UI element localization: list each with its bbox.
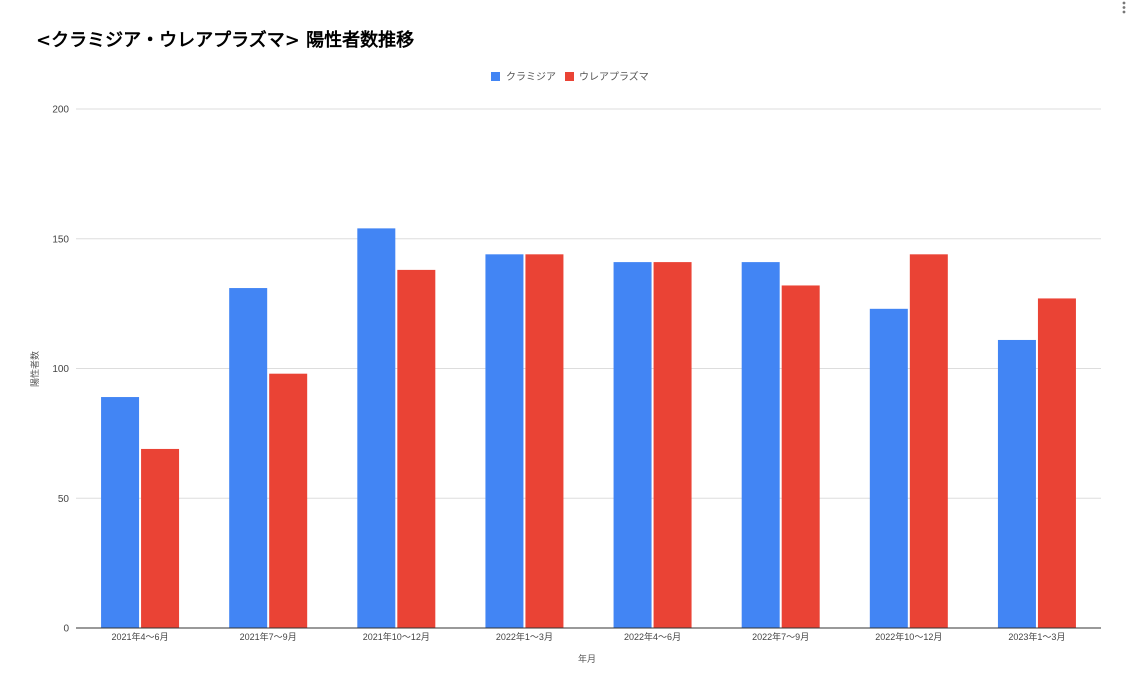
x-tick-label: 2021年4～6月 xyxy=(112,631,169,642)
bar-chlamydia[interactable] xyxy=(485,254,524,628)
bar-chlamydia[interactable] xyxy=(229,288,268,628)
more-vertical-icon-dot xyxy=(1122,6,1126,9)
x-tick-label: 2021年7～9月 xyxy=(240,631,297,642)
x-tick-label: 2022年4～6月 xyxy=(624,631,681,642)
bar-chlamydia[interactable] xyxy=(869,308,908,628)
y-axis-ticks: 0 50 100 150 200 xyxy=(52,105,69,635)
x-axis-title: 年月 xyxy=(578,653,596,665)
more-options-button[interactable] xyxy=(1122,1,1126,14)
bar-chlamydia[interactable] xyxy=(997,339,1036,628)
y-tick-label: 200 xyxy=(52,105,69,116)
bar-chlamydia[interactable] xyxy=(741,262,780,628)
x-tick-label: 2022年1～3月 xyxy=(496,631,553,642)
chart-title: <クラミジア・ウレアプラズマ> 陽性者数推移 xyxy=(36,29,414,51)
more-vertical-icon xyxy=(1122,1,1126,5)
legend-label-chlamydia: クラミジア xyxy=(506,71,556,83)
bar-ureaplasma[interactable] xyxy=(141,448,180,628)
legend-swatch-ureaplasma xyxy=(565,72,574,81)
y-tick-label: 50 xyxy=(58,494,70,505)
x-tick-label: 2021年10～12月 xyxy=(363,631,430,642)
y-axis-title: 陽性者数 xyxy=(29,351,41,387)
bar-ureaplasma[interactable] xyxy=(525,254,564,628)
x-tick-label: 2022年10～12月 xyxy=(875,631,942,642)
bar-chlamydia[interactable] xyxy=(101,397,140,628)
bar-ureaplasma[interactable] xyxy=(909,254,948,628)
bar-ureaplasma[interactable] xyxy=(781,285,820,628)
bar-ureaplasma[interactable] xyxy=(269,373,308,628)
y-tick-label: 150 xyxy=(52,234,69,245)
legend-swatch-chlamydia xyxy=(491,72,500,81)
legend-label-ureaplasma: ウレアプラズマ xyxy=(579,70,649,83)
bar-chlamydia[interactable] xyxy=(357,228,396,628)
bar-ureaplasma[interactable] xyxy=(653,262,692,628)
legend: クラミジア ウレアプラズマ xyxy=(491,70,649,83)
x-tick-label: 2022年7～9月 xyxy=(752,631,809,642)
bar-ureaplasma[interactable] xyxy=(397,269,436,628)
bars xyxy=(101,228,1076,628)
x-tick-label: 2023年1～3月 xyxy=(1008,631,1065,642)
more-vertical-icon-dot xyxy=(1122,10,1126,14)
bar-ureaplasma[interactable] xyxy=(1037,298,1076,628)
x-axis-ticks: 2021年4～6月 2021年7～9月 2021年10～12月 2022年1～3月 20… xyxy=(112,631,1066,642)
bar-chlamydia[interactable] xyxy=(613,262,652,628)
y-tick-label: 0 xyxy=(63,624,69,635)
y-tick-label: 100 xyxy=(52,364,69,375)
